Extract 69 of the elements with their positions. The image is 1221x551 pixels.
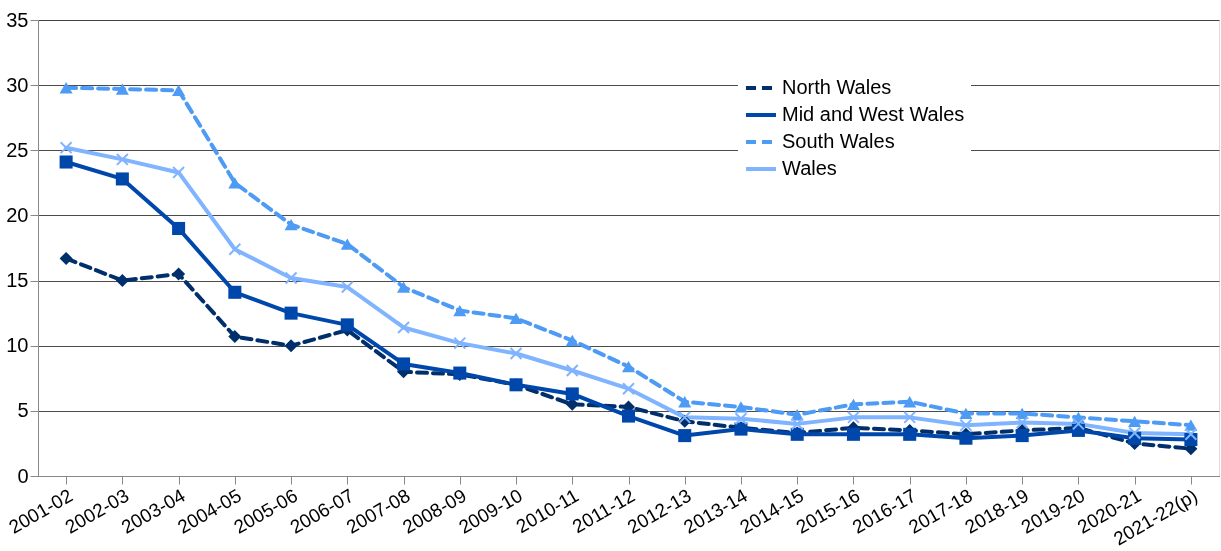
- point: [622, 382, 635, 396]
- point: [565, 334, 579, 347]
- point: [846, 427, 860, 441]
- point: [284, 306, 298, 320]
- point: [734, 412, 748, 426]
- point: [59, 155, 73, 169]
- point: [115, 274, 129, 288]
- legend-label: Wales: [782, 157, 837, 179]
- point: [621, 360, 636, 373]
- point: [172, 165, 186, 179]
- point: [565, 387, 579, 401]
- point: [509, 347, 523, 361]
- point: [453, 336, 467, 350]
- point: [846, 410, 860, 424]
- point: [172, 267, 186, 281]
- point: [903, 410, 917, 424]
- point: [228, 242, 242, 256]
- point: [228, 177, 242, 189]
- y-tick-label: 25: [6, 138, 29, 161]
- point: [959, 407, 973, 420]
- point: [1015, 416, 1029, 430]
- point: [284, 271, 298, 285]
- point: [1015, 429, 1029, 443]
- point: [115, 172, 129, 186]
- point: [1184, 427, 1198, 441]
- point: [621, 409, 636, 423]
- y-tick-label: 30: [6, 73, 29, 96]
- point: [959, 431, 973, 445]
- legend-label: North Wales: [782, 76, 892, 98]
- point: [1071, 417, 1085, 431]
- point: [509, 312, 523, 324]
- point: [1128, 426, 1142, 440]
- point: [903, 427, 917, 441]
- point: [340, 280, 354, 294]
- legend-label: South Wales: [782, 130, 895, 152]
- point: [734, 401, 748, 413]
- point: [115, 83, 129, 95]
- y-tick-label: 15: [6, 269, 29, 292]
- point: [678, 429, 692, 443]
- point: [959, 418, 973, 432]
- point: [59, 82, 73, 94]
- y-tick-label: 10: [6, 334, 29, 357]
- point: [284, 339, 298, 353]
- point: [397, 281, 411, 293]
- point: [565, 363, 579, 377]
- y-tick-label: 35: [6, 8, 29, 31]
- point: [1128, 415, 1142, 427]
- point: [59, 141, 73, 155]
- point: [790, 417, 804, 431]
- y-tick-label: 20: [6, 203, 29, 226]
- point: [228, 285, 242, 299]
- point: [228, 330, 242, 344]
- point: [453, 304, 467, 317]
- y-tick-label: 0: [17, 464, 29, 487]
- point: [340, 318, 354, 332]
- point: [903, 396, 917, 408]
- point: [340, 238, 354, 250]
- point: [115, 152, 129, 166]
- point: [397, 321, 411, 334]
- point: [172, 221, 186, 235]
- point: [172, 84, 186, 96]
- point: [846, 398, 860, 410]
- point: [678, 410, 692, 424]
- point: [397, 357, 411, 371]
- point: [284, 218, 298, 231]
- legend-label: Mid and West Wales: [782, 103, 965, 125]
- point: [59, 251, 73, 265]
- y-tick-label: 5: [17, 399, 29, 422]
- point: [678, 396, 692, 408]
